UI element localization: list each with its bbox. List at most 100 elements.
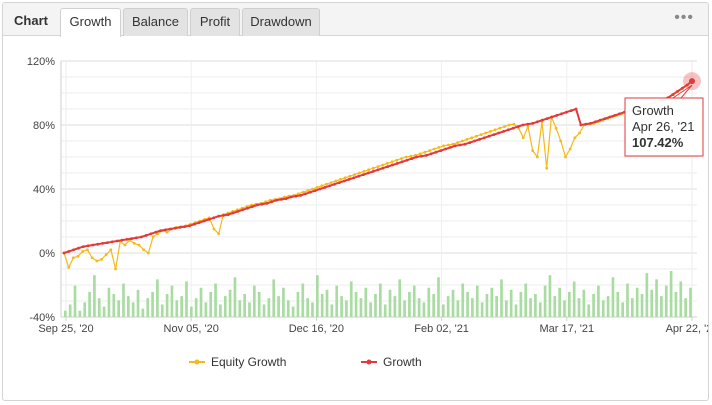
growth-point bbox=[86, 244, 90, 248]
volume-bar bbox=[359, 298, 363, 317]
volume-bar bbox=[689, 287, 692, 317]
volume-bar bbox=[437, 277, 440, 317]
volume-bar bbox=[170, 285, 174, 317]
equity-point bbox=[315, 186, 319, 189]
growth-point bbox=[284, 197, 288, 201]
y-tick-label: 40% bbox=[33, 184, 55, 196]
tab-profit[interactable]: Profit bbox=[190, 8, 240, 36]
legend-label: Equity Growth bbox=[211, 355, 286, 369]
volume-bar bbox=[316, 275, 319, 317]
growth-point bbox=[139, 235, 143, 239]
equity-point bbox=[71, 256, 75, 260]
volume-bar bbox=[146, 298, 150, 317]
volume-bar bbox=[655, 279, 658, 317]
equity-point bbox=[348, 174, 352, 178]
growth-point bbox=[434, 150, 438, 154]
growth-point bbox=[72, 248, 76, 252]
equity-point bbox=[353, 173, 356, 177]
growth-point bbox=[299, 194, 303, 197]
equity-point bbox=[282, 195, 286, 199]
volume-bar bbox=[223, 296, 227, 317]
equity-point bbox=[526, 125, 530, 128]
equity-point bbox=[339, 178, 342, 181]
equity-point bbox=[512, 122, 516, 126]
tab-growth[interactable]: Growth bbox=[60, 8, 121, 37]
x-tick-label: Apr 22, '21 bbox=[666, 323, 708, 335]
volume-bar bbox=[529, 298, 532, 317]
growth-point bbox=[429, 152, 433, 156]
equity-point bbox=[498, 126, 502, 130]
volume-bar bbox=[519, 291, 523, 317]
equity-point bbox=[554, 126, 558, 130]
growth-point bbox=[251, 205, 254, 209]
y-tick-label: 0% bbox=[39, 248, 55, 260]
equity-point bbox=[442, 144, 446, 148]
equity-point bbox=[146, 251, 150, 255]
growth-point bbox=[337, 181, 341, 185]
volume-bar bbox=[267, 298, 271, 317]
growth-point bbox=[502, 130, 505, 133]
volume-bar bbox=[572, 281, 576, 317]
volume-bar bbox=[669, 271, 673, 317]
volume-bar bbox=[112, 294, 116, 317]
growth-point bbox=[115, 239, 119, 243]
growth-point bbox=[149, 232, 153, 236]
growth-point bbox=[226, 213, 230, 217]
volume-bar bbox=[286, 300, 290, 317]
equity-point bbox=[479, 133, 483, 136]
growth-point bbox=[347, 178, 351, 181]
volume-bar bbox=[379, 283, 382, 317]
growth-point bbox=[91, 243, 95, 247]
growth-point bbox=[405, 158, 409, 162]
equity-point bbox=[334, 179, 338, 183]
volume-bar bbox=[592, 294, 595, 317]
growth-point bbox=[449, 146, 452, 149]
volume-bar bbox=[475, 285, 479, 317]
x-tick-label: Mar 17, '21 bbox=[539, 323, 594, 335]
growth-point bbox=[101, 242, 105, 245]
volume-bar bbox=[296, 291, 300, 317]
growth-point bbox=[531, 122, 534, 125]
volume-bar bbox=[635, 287, 639, 317]
equity-point bbox=[165, 230, 169, 234]
volume-bar bbox=[553, 296, 557, 317]
equity-point bbox=[81, 250, 85, 253]
volume-bar bbox=[660, 296, 663, 317]
equity-point bbox=[545, 166, 549, 170]
y-tick-label: -40% bbox=[29, 312, 55, 324]
equity-point bbox=[329, 181, 333, 185]
volume-bar bbox=[422, 302, 426, 317]
volume-bar bbox=[83, 302, 87, 317]
volume-bar bbox=[606, 296, 610, 317]
equity-point bbox=[535, 155, 539, 159]
volume-bar bbox=[684, 298, 687, 317]
growth-point bbox=[395, 162, 399, 165]
hover-point bbox=[689, 78, 695, 85]
tab-balance[interactable]: Balance bbox=[123, 8, 188, 36]
y-tick-label: 80% bbox=[33, 120, 55, 132]
volume-bar bbox=[349, 281, 353, 317]
equity-growth-series bbox=[62, 79, 694, 271]
equity-point bbox=[559, 139, 563, 143]
volume-bar bbox=[151, 291, 154, 317]
more-dots-icon[interactable]: ••• bbox=[674, 9, 694, 26]
volume-bar bbox=[442, 304, 445, 317]
growth-point bbox=[212, 216, 216, 220]
volume-bar bbox=[228, 289, 232, 317]
tab-drawdown[interactable]: Drawdown bbox=[242, 8, 320, 36]
equity-point bbox=[114, 267, 117, 271]
equity-point bbox=[310, 187, 314, 191]
volume-bar bbox=[383, 304, 387, 317]
volume-bar bbox=[73, 285, 77, 317]
volume-bar bbox=[538, 302, 542, 317]
growth-point bbox=[197, 221, 201, 225]
volume-bar bbox=[374, 294, 377, 317]
equity-point bbox=[573, 136, 577, 140]
equity-point bbox=[489, 130, 492, 133]
volume-bar bbox=[490, 287, 494, 317]
growth-point bbox=[453, 144, 457, 148]
equity-point bbox=[460, 139, 464, 143]
growth-point bbox=[342, 179, 346, 183]
equity-point bbox=[446, 143, 450, 147]
volume-bar bbox=[621, 302, 624, 317]
